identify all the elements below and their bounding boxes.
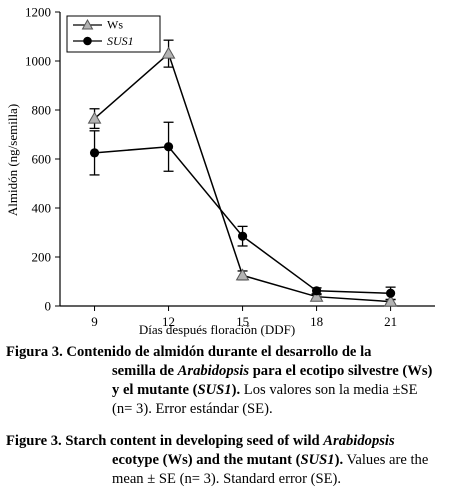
caption-es-mutant: SUS1 <box>197 382 232 398</box>
caption-es-text-2b: para el ecotipo silvestre (Ws) <box>249 363 433 379</box>
series-line-ws <box>94 52 391 303</box>
chart-legend: Ws SUS1 <box>66 15 161 53</box>
caption-es-text-4: (n= 3). Error estándar (SE). <box>112 401 273 417</box>
caption-english: Figure 3. Starch content in developing s… <box>6 432 454 489</box>
chart-series <box>87 39 398 307</box>
x-tick-label: 12 <box>162 314 175 329</box>
chart-ticks: 0 200 400 600 800 1000 1200 9 12 15 18 21 <box>25 5 397 330</box>
legend-marker-sus1 <box>83 36 92 46</box>
y-tick-label: 1000 <box>25 54 51 69</box>
caption-en-text-2c: Values are the <box>343 452 429 468</box>
x-axis-label: Días después floración (DDF) <box>139 322 295 337</box>
y-axis-label: Almidón (ng/semilla) <box>5 104 20 216</box>
caption-en-line-1: Figure 3. Starch content in developing s… <box>6 432 454 451</box>
y-tick-label: 0 <box>45 299 52 314</box>
y-tick-label: 1200 <box>25 5 51 20</box>
caption-es-text-3c: Los valores son la media ±SE <box>240 382 418 398</box>
y-tick-label: 800 <box>32 103 52 118</box>
y-tick-label: 200 <box>32 250 52 265</box>
starch-chart: 0 200 400 600 800 1000 1200 9 12 15 18 21 Ws SUS1 A… <box>5 5 435 337</box>
x-tick-label: 18 <box>310 314 323 329</box>
y-tick-label: 600 <box>32 152 52 167</box>
legend-box <box>66 15 161 53</box>
y-tick-label: 400 <box>32 201 52 216</box>
x-tick-label: 9 <box>91 314 98 329</box>
caption-es-text-3b: ). <box>231 382 241 398</box>
point-ws <box>383 294 398 307</box>
legend-marker-ws <box>81 18 94 30</box>
caption-en-species: Arabidopsis <box>323 433 395 449</box>
caption-en-text-2b: ). <box>334 452 344 468</box>
caption-spanish: Figura 3. Contenido de almidón durante e… <box>6 343 454 419</box>
caption-es-line-1: Figura 3. Contenido de almidón durante e… <box>6 343 454 362</box>
point-sus1 <box>385 288 396 298</box>
caption-es-line-3: y el mutante (SUS1). Los valores son la … <box>6 381 454 400</box>
point-sus1 <box>89 148 100 158</box>
legend-label-sus1: SUS1 <box>107 34 134 48</box>
point-ws <box>235 268 250 281</box>
caption-en-line-3: mean ± SE (n= 3). Standard error (SE). <box>6 470 454 489</box>
point-sus1 <box>237 231 248 241</box>
caption-es-line-2: semilla de Arabidopsis para el ecotipo s… <box>6 362 454 381</box>
caption-es-text-2a: semilla de <box>112 363 178 379</box>
caption-es-line-4: (n= 3). Error estándar (SE). <box>6 400 454 419</box>
figure-label-es: Figura 3. <box>6 344 63 360</box>
caption-en-text-1: Starch content in developing seed of wil… <box>61 433 324 449</box>
point-ws <box>87 111 102 124</box>
caption-en-mutant: SUS1 <box>300 452 335 468</box>
caption-es-title-1: Contenido de almidón durante el desarrol… <box>62 344 372 360</box>
caption-en-line-2: ecotype (Ws) and the mutant (SUS1). Valu… <box>6 451 454 470</box>
caption-en-text-3: mean ± SE (n= 3). Standard error (SE). <box>112 471 342 487</box>
legend-label-ws: Ws <box>107 18 123 32</box>
point-sus1 <box>311 286 322 296</box>
x-tick-label: 21 <box>384 314 397 329</box>
caption-es-text-3a: y el mutante ( <box>112 382 198 398</box>
point-sus1 <box>163 142 174 152</box>
x-tick-label: 15 <box>236 314 249 329</box>
point-ws <box>309 289 324 302</box>
chart-axes <box>59 12 435 307</box>
figure-label-en: Figure 3. <box>6 433 62 449</box>
caption-en-text-2a: ecotype (Ws) and the mutant ( <box>112 452 301 468</box>
point-ws <box>161 46 176 59</box>
caption-es-species: Arabidopsis <box>177 363 250 379</box>
